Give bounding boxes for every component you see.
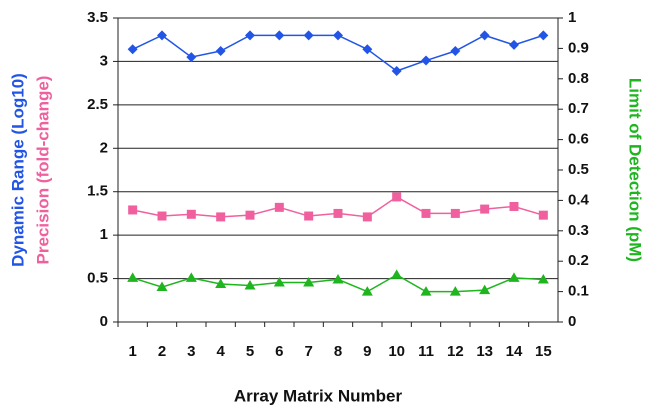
x-tick-label: 14 <box>506 343 523 360</box>
marker <box>509 201 519 211</box>
marker <box>215 278 227 288</box>
marker <box>480 204 490 214</box>
marker <box>538 210 548 220</box>
marker <box>156 281 168 292</box>
y2-tick-label: 0.1 <box>568 283 589 300</box>
x-tick-label: 1 <box>128 343 136 360</box>
x-tick-label: 5 <box>246 343 254 360</box>
marker <box>274 202 284 212</box>
marker <box>362 44 373 55</box>
marker <box>508 272 520 282</box>
marker <box>479 30 490 41</box>
y2-tick-label: 0.6 <box>568 131 589 148</box>
x-tick-label: 6 <box>275 343 283 360</box>
y2-tick-label: 0.4 <box>568 191 590 208</box>
marker <box>303 276 315 287</box>
x-tick-label: 15 <box>535 343 552 360</box>
y2-tick-label: 0.9 <box>568 39 589 56</box>
marker <box>273 276 285 287</box>
x-tick-label: 3 <box>187 343 195 360</box>
y-tick-label: 0.5 <box>87 270 108 287</box>
x-tick-label: 13 <box>476 343 493 360</box>
series-line <box>132 34 544 72</box>
marker <box>361 286 373 296</box>
marker <box>392 192 402 202</box>
marker <box>537 273 549 284</box>
x-tick-label: 4 <box>216 343 225 360</box>
marker <box>127 272 139 282</box>
x-tick-label: 7 <box>304 343 312 360</box>
y2-tick-label: 0.7 <box>568 100 589 117</box>
x-tick-label: 11 <box>418 343 434 360</box>
y2-tick-label: 0 <box>568 313 576 330</box>
marker <box>185 272 197 282</box>
x-tick-label: 12 <box>447 343 464 360</box>
marker <box>509 39 519 50</box>
y-tick-label: 2 <box>100 139 108 156</box>
marker <box>333 30 343 41</box>
marker <box>304 211 314 221</box>
y2-axis-label: Limit of Detection (pM) <box>626 78 645 262</box>
marker <box>186 209 196 219</box>
marker <box>186 52 197 63</box>
marker <box>215 46 226 57</box>
y2-tick-label: 0.8 <box>568 70 589 87</box>
marker <box>274 30 285 41</box>
marker <box>450 208 460 218</box>
x-tick-label: 2 <box>158 343 166 360</box>
y-tick-label: 0 <box>100 313 108 330</box>
marker <box>421 208 431 218</box>
x-tick-label: 9 <box>363 343 371 360</box>
y-tick-label: 2.5 <box>87 96 108 113</box>
marker <box>420 286 432 296</box>
y-tick-label: 3.5 <box>87 9 108 26</box>
x-axis-label: Array Matrix Number <box>234 386 403 405</box>
y-axis-label: Dynamic Range (Log10) <box>8 73 27 267</box>
plot-frame <box>117 17 559 323</box>
marker <box>333 208 343 218</box>
marker <box>303 30 314 41</box>
marker <box>362 212 372 222</box>
marker <box>157 211 167 221</box>
y2-tick-label: 0.2 <box>568 252 589 269</box>
marker <box>245 30 255 41</box>
y-tick-label: 1 <box>100 226 108 243</box>
y-tick-label: 1.5 <box>87 183 108 200</box>
y2-tick-label: 1 <box>568 9 576 26</box>
marker <box>421 55 431 66</box>
y2-tick-label: 0.5 <box>568 161 589 178</box>
y-axis-label: Precision (fold-change) <box>33 76 52 265</box>
marker <box>128 205 138 215</box>
marker <box>449 286 461 296</box>
marker <box>479 284 491 295</box>
marker <box>157 30 167 41</box>
marker <box>391 65 402 76</box>
marker <box>332 273 344 284</box>
marker <box>538 30 549 41</box>
marker <box>391 269 403 279</box>
x-tick-label: 10 <box>388 343 405 360</box>
marker <box>245 210 255 220</box>
y2-tick-label: 0.3 <box>568 222 589 239</box>
marker <box>127 44 138 55</box>
x-tick-label: 8 <box>334 343 342 360</box>
marker <box>216 212 226 222</box>
marker <box>244 280 256 290</box>
marker <box>450 46 461 57</box>
y-tick-label: 3 <box>100 52 108 69</box>
